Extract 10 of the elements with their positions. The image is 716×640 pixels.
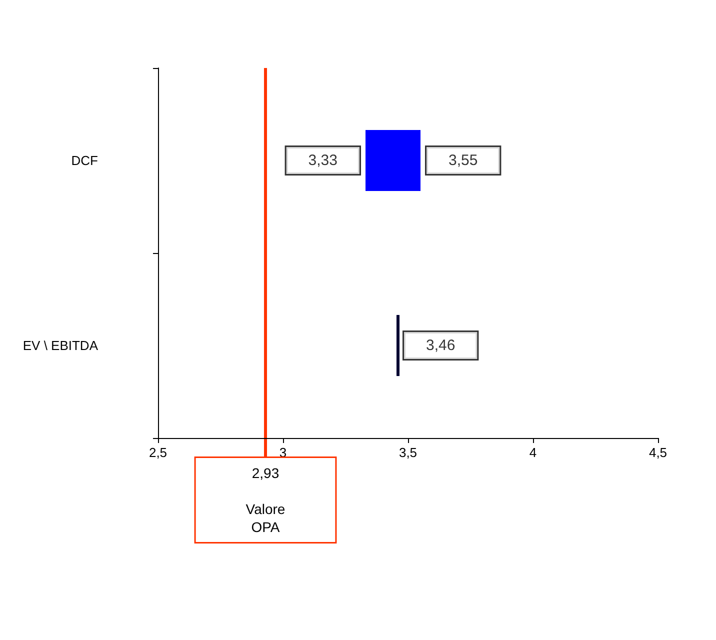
- y-tick-label: EV \ EBITDA: [22, 338, 98, 353]
- annotation: 3,33: [308, 152, 338, 169]
- annotation: 3,46: [426, 337, 456, 354]
- x-tick-label: 4,5: [648, 445, 668, 460]
- x-tick-label: 2,5: [148, 445, 168, 460]
- y-tick-label: DCF: [71, 153, 98, 168]
- text: 2,93 Valore OPA: [246, 465, 286, 535]
- x-tick-label: 3,5: [398, 445, 418, 460]
- x-tick-label: 4: [529, 445, 537, 460]
- annotation: 3,55: [448, 152, 478, 169]
